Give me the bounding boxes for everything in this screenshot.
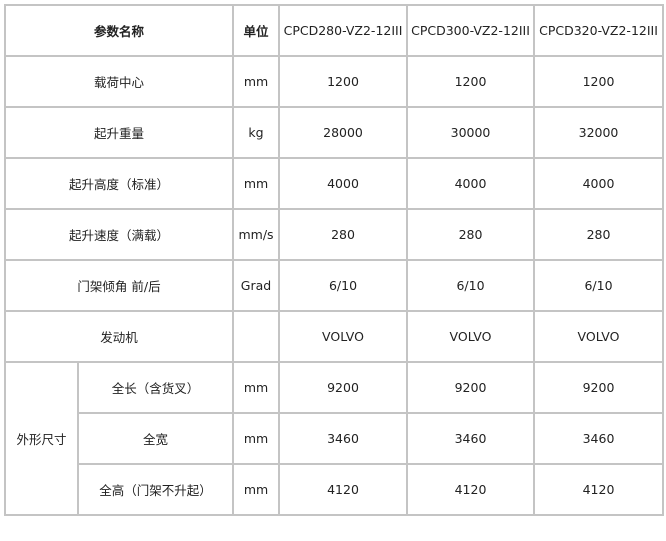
- param-unit: [232, 310, 281, 363]
- param-value: 6/10: [406, 259, 536, 312]
- param-unit: mm: [232, 157, 281, 210]
- param-value: 9200: [406, 361, 536, 414]
- table-row: 起升重量 kg 28000 30000 32000: [3, 106, 665, 159]
- param-name: 发动机: [3, 310, 235, 363]
- param-value: 6/10: [533, 259, 665, 312]
- param-name: 起升高度（标准）: [3, 157, 235, 210]
- param-value: 4000: [406, 157, 536, 210]
- param-value: 4120: [278, 463, 409, 516]
- param-name: 起升重量: [3, 106, 235, 159]
- param-value: 280: [533, 208, 665, 261]
- header-model: CPCD320-VZ2-12III: [533, 4, 665, 57]
- param-value: 1200: [278, 55, 409, 108]
- param-value: 32000: [533, 106, 665, 159]
- param-value: 280: [278, 208, 409, 261]
- header-unit: 单位: [232, 4, 281, 57]
- param-value: 30000: [406, 106, 536, 159]
- param-value: 9200: [533, 361, 665, 414]
- param-value: 3460: [533, 412, 665, 465]
- param-value: VOLVO: [278, 310, 409, 363]
- param-value: 1200: [406, 55, 536, 108]
- header-param: 参数名称: [3, 4, 235, 57]
- param-value: 4000: [533, 157, 665, 210]
- param-value: 280: [406, 208, 536, 261]
- table-row: 起升速度（满载） mm/s 280 280 280: [3, 208, 665, 261]
- param-value: 1200: [533, 55, 665, 108]
- table-row: 发动机 VOLVO VOLVO VOLVO: [3, 310, 665, 363]
- param-value: VOLVO: [533, 310, 665, 363]
- header-row: 参数名称 单位 CPCD280-VZ2-12III CPCD300-VZ2-12…: [3, 4, 665, 57]
- param-value: 4000: [278, 157, 409, 210]
- spec-table: 参数名称 单位 CPCD280-VZ2-12III CPCD300-VZ2-12…: [3, 4, 665, 516]
- param-unit: mm: [232, 463, 281, 516]
- param-unit: kg: [232, 106, 281, 159]
- group-label: 外形尺寸: [4, 361, 79, 516]
- param-unit: mm: [232, 412, 281, 465]
- table-row: 载荷中心 mm 1200 1200 1200: [3, 55, 665, 108]
- param-value: 28000: [278, 106, 409, 159]
- table-row: 门架倾角 前/后 Grad 6/10 6/10 6/10: [3, 259, 665, 312]
- param-name: 载荷中心: [3, 55, 235, 108]
- header-model: CPCD280-VZ2-12III: [278, 4, 409, 57]
- header-model: CPCD300-VZ2-12III: [406, 4, 536, 57]
- param-value: 9200: [278, 361, 409, 414]
- param-value: 3460: [406, 412, 536, 465]
- param-name: 全长（含货叉）: [76, 361, 235, 414]
- param-value: 6/10: [278, 259, 409, 312]
- param-unit: Grad: [232, 259, 281, 312]
- param-value: 4120: [533, 463, 665, 516]
- table-row: 全高（门架不升起） mm 4120 4120 4120: [5, 463, 665, 516]
- param-name: 全宽: [76, 412, 235, 465]
- table-row: 起升高度（标准） mm 4000 4000 4000: [3, 157, 665, 210]
- param-unit: mm: [232, 55, 281, 108]
- param-unit: mm: [232, 361, 281, 414]
- param-unit: mm/s: [232, 208, 281, 261]
- param-value: 4120: [406, 463, 536, 516]
- param-name: 门架倾角 前/后: [3, 259, 235, 312]
- param-name: 全高（门架不升起）: [76, 463, 235, 516]
- param-name: 起升速度（满载）: [3, 208, 235, 261]
- table-row: 全宽 mm 3460 3460 3460: [5, 412, 665, 465]
- param-value: VOLVO: [406, 310, 536, 363]
- table-row: 外形尺寸 全长（含货叉） mm 9200 9200 9200: [4, 361, 665, 516]
- param-value: 3460: [278, 412, 409, 465]
